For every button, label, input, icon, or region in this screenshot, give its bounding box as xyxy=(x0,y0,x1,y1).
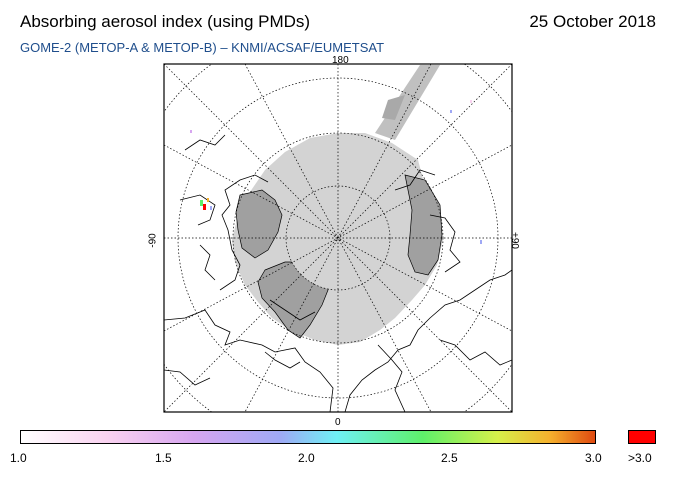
map-date: 25 October 2018 xyxy=(529,12,656,31)
arctic-islands-land xyxy=(235,189,283,259)
colorbar-label-5: 3.0 xyxy=(585,451,602,465)
siberia-land xyxy=(404,174,443,276)
colorbar-label-4: 2.5 xyxy=(441,451,458,465)
colorbar-label-2: 1.5 xyxy=(155,451,172,465)
colorbar-label-1: 1.0 xyxy=(10,451,27,465)
graticule-circle-70 xyxy=(232,132,444,344)
lon-label-left: -90 xyxy=(147,233,159,248)
lon-label-top: 180 xyxy=(332,55,349,66)
no-data-strip xyxy=(382,95,405,120)
map-title: Absorbing aerosol index (using PMDs) xyxy=(20,12,311,31)
coastlines xyxy=(164,134,512,412)
colorbar xyxy=(20,430,596,444)
map-frame xyxy=(163,63,513,413)
colorbar-over-label: >3.0 xyxy=(628,451,652,465)
colorbar-over-box xyxy=(628,430,656,444)
colorbar-label-3: 2.0 xyxy=(298,451,315,465)
no-data-wedge xyxy=(375,65,440,140)
map-subtitle: GOME-2 (METOP-A & METOP-B) – KNMI/ACSAF/… xyxy=(20,40,385,55)
lon-label-right: +90 xyxy=(508,232,520,249)
aerosol-pixels xyxy=(190,100,482,244)
lon-label-bottom: 0 xyxy=(335,417,341,428)
graticule-meridians xyxy=(164,64,512,412)
